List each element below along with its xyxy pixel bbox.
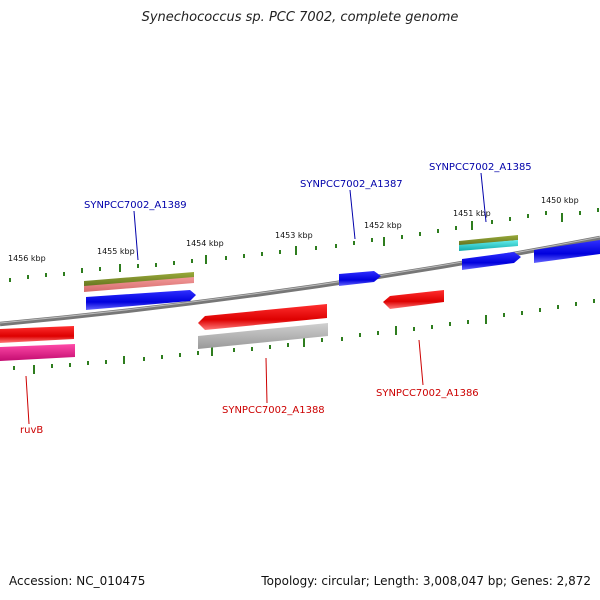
scale-label-1454: 1454 kbp (186, 239, 224, 248)
scale-label-1456: 1456 kbp (8, 254, 46, 263)
gene-a1389-cds (86, 290, 196, 310)
gene-a1388-connector (265, 357, 268, 404)
gene-ruvb-feature-tracks[interactable] (0, 326, 75, 361)
gene-label-a1388[interactable]: SYNPCC7002_A1388 (222, 405, 325, 416)
inner-scale-ticks (13, 299, 595, 374)
gene-right-cds[interactable] (534, 240, 600, 263)
gene-label-a1386[interactable]: SYNPCC7002_A1386 (376, 388, 479, 399)
gene-a1388-cds (198, 304, 327, 330)
gene-a1387-connector (349, 189, 356, 240)
gene-a1385-feature-tracks[interactable] (459, 235, 521, 270)
scale-label-1455: 1455 kbp (97, 247, 135, 256)
gene-a1385-cds (462, 252, 521, 270)
gene-a1388-feature-tracks[interactable] (198, 304, 328, 349)
gene-label-ruvb[interactable]: ruvB (20, 425, 43, 436)
scale-label-1450: 1450 kbp (541, 196, 579, 205)
gene-ruvb-cds (0, 326, 74, 343)
gene-label-a1385[interactable]: SYNPCC7002_A1385 (429, 162, 532, 173)
gene-a1385-connector (480, 172, 487, 223)
map-title: Synechococcus sp. PCC 7002, complete gen… (141, 10, 459, 25)
gene-a1387-cds[interactable] (339, 271, 381, 286)
scale-label-1452: 1452 kbp (364, 221, 402, 230)
gene-a1389-feature-tracks[interactable] (84, 272, 196, 310)
accession-text: Accession: NC_010475 (9, 574, 146, 588)
gene-a1386-cds[interactable] (383, 290, 444, 309)
scale-label-1451: 1451 kbp (453, 209, 491, 218)
scale-label-1453: 1453 kbp (275, 231, 313, 240)
gene-ruvb-connector (25, 375, 30, 425)
gene-a1389-connector (133, 210, 139, 261)
gene-label-a1389[interactable]: SYNPCC7002_A1389 (84, 200, 187, 211)
gene-a1386-connector (418, 339, 424, 386)
genome-summary-text: Topology: circular; Length: 3,008,047 bp… (261, 574, 591, 588)
outer-scale-ticks (9, 208, 599, 282)
genome-backbone-highlight (0, 236, 600, 324)
gene-label-a1387[interactable]: SYNPCC7002_A1387 (300, 179, 403, 190)
